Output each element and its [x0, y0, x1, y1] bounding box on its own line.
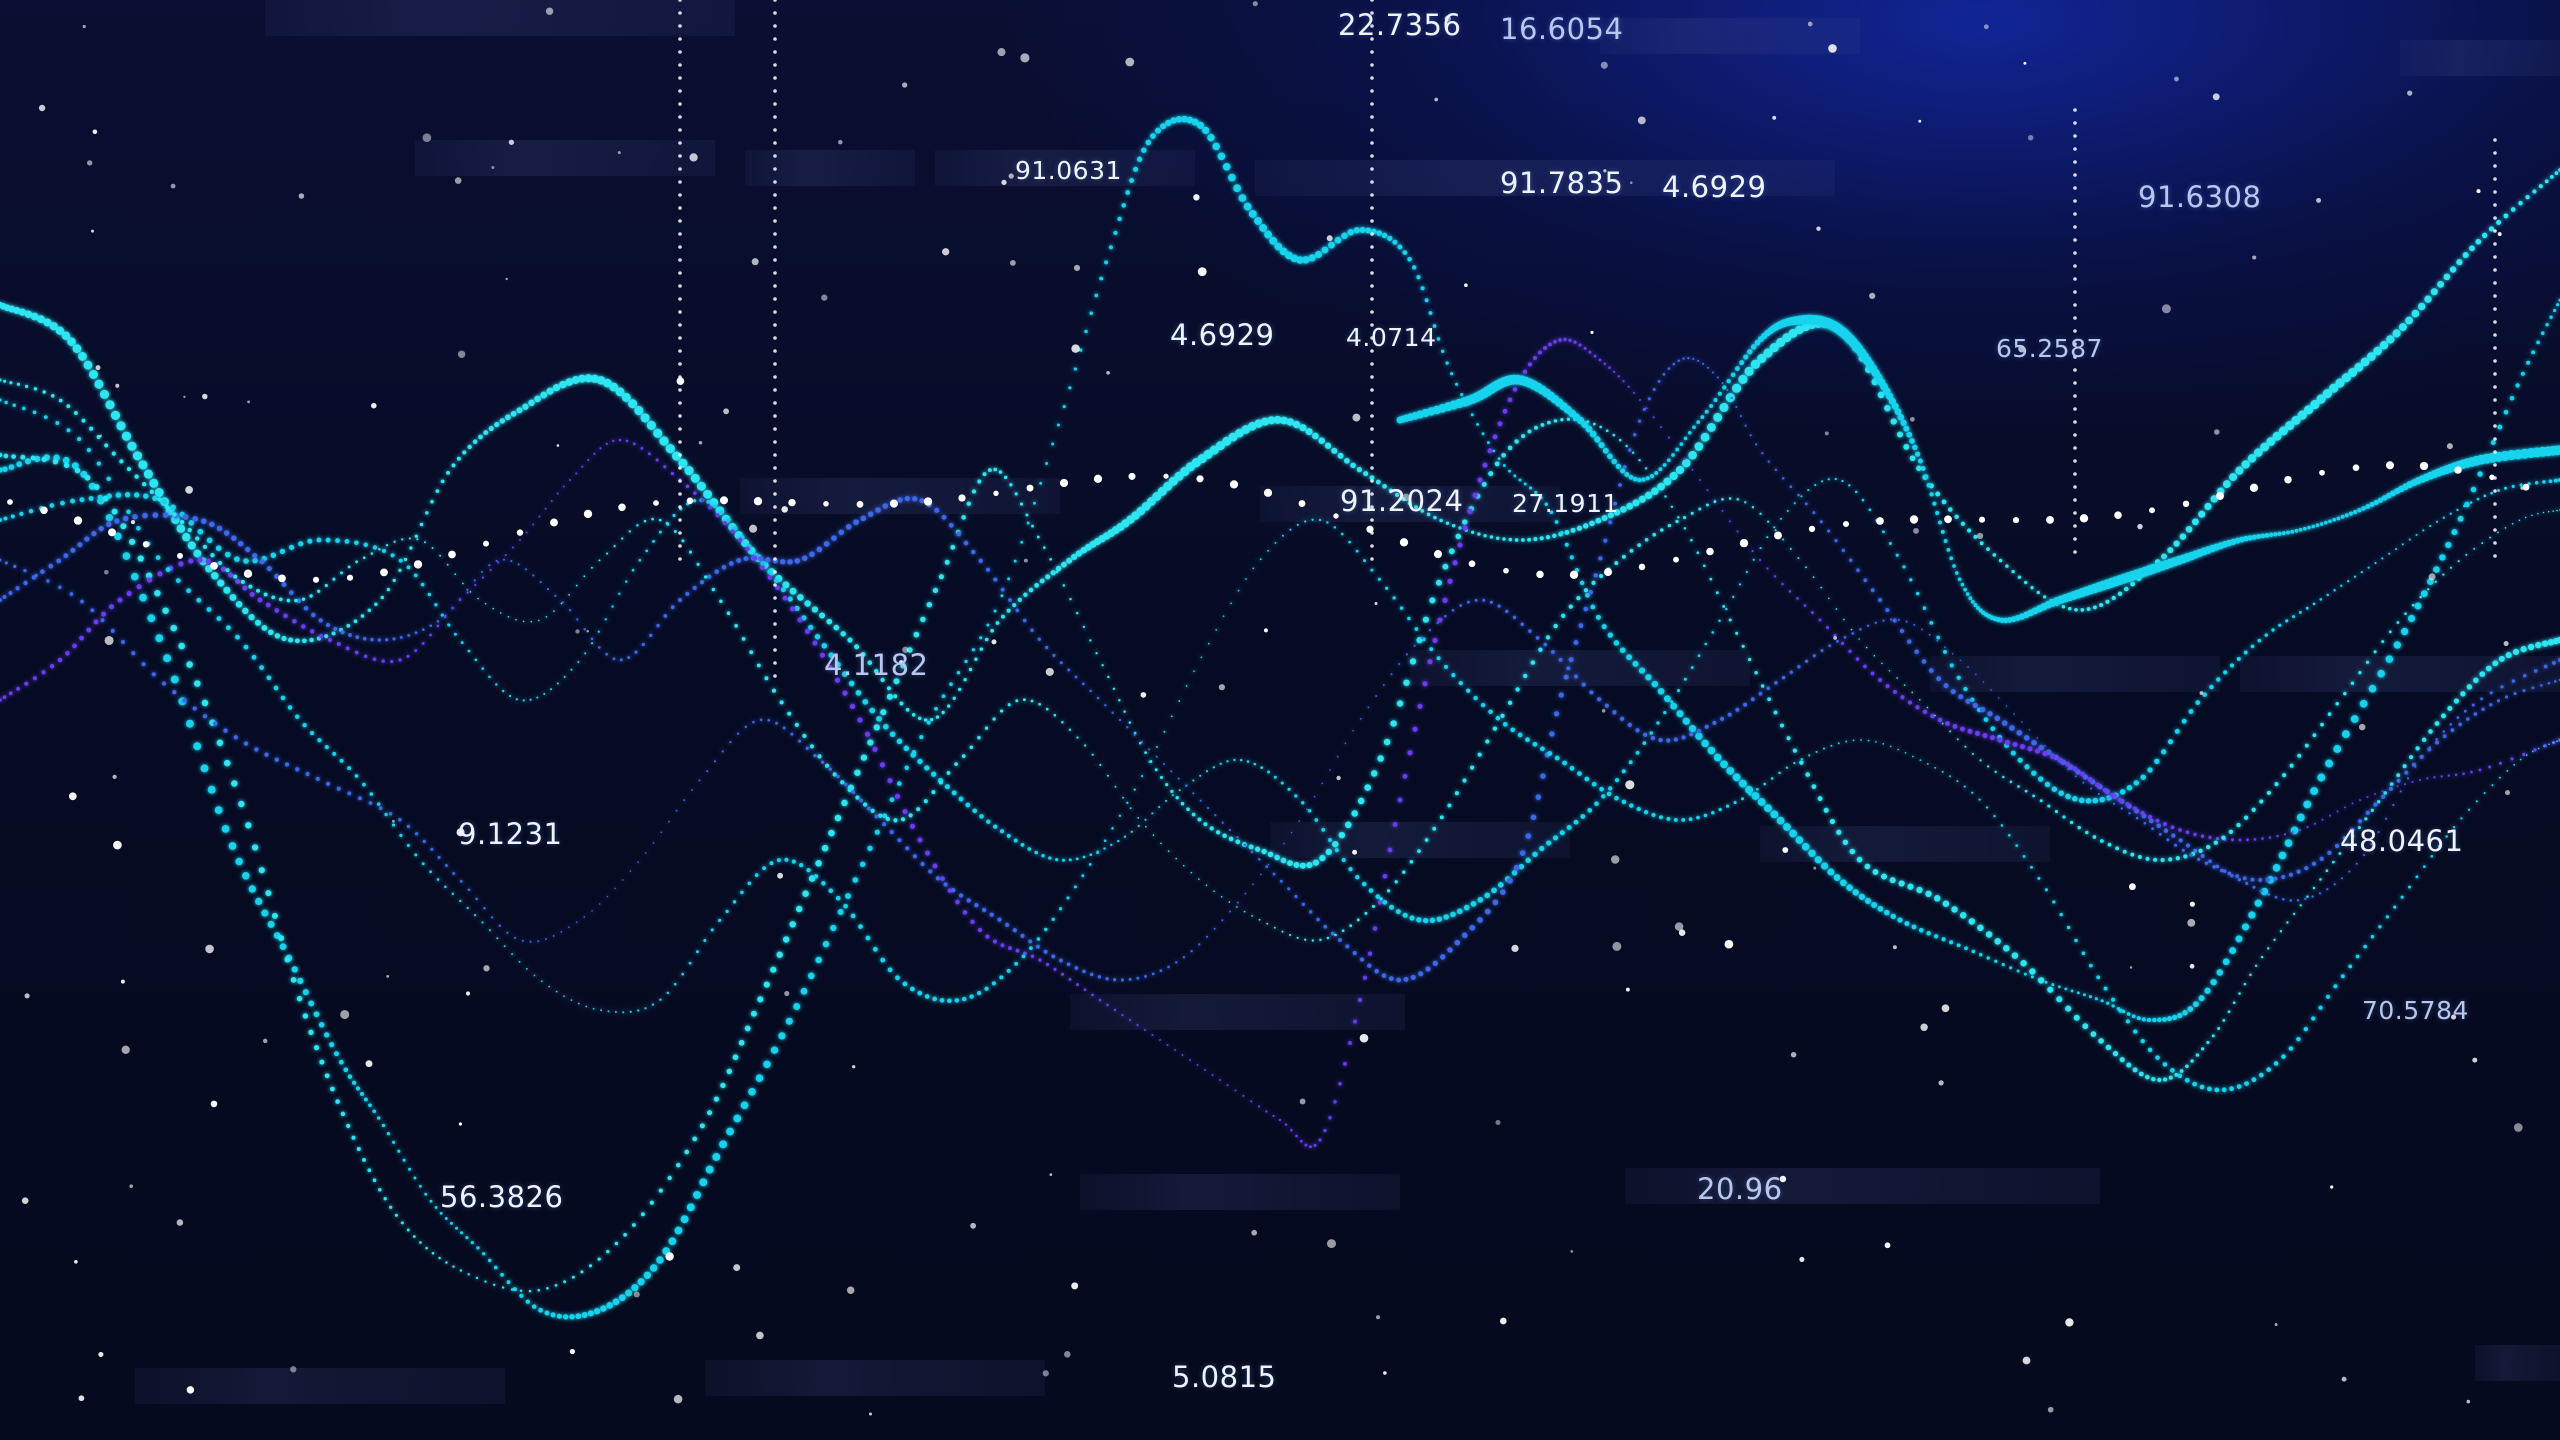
number-label: 4.6929 — [1662, 170, 1767, 204]
dotted-wave-line — [0, 417, 2560, 1293]
translucent-plate — [2475, 1345, 2560, 1381]
number-label: 4.0714 — [1346, 323, 1437, 352]
dotted-wave-line — [0, 398, 2560, 1093]
number-label: 56.3826 — [440, 1180, 564, 1214]
vertical-dotted-guide — [1370, 0, 1374, 561]
translucent-plate — [740, 478, 1060, 514]
dotted-wave-line — [1396, 314, 2560, 624]
white-dotted-row — [7, 461, 2530, 583]
translucent-plate — [1255, 160, 1835, 196]
translucent-plate — [1625, 1168, 2100, 1204]
number-label: 65.2587 — [1996, 334, 2103, 363]
dotted-wave-line — [0, 115, 2560, 1320]
number-label: 70.5784 — [2362, 996, 2469, 1025]
vertical-dotted-guide — [2073, 108, 2077, 554]
number-label: 27.1911 — [1512, 489, 1619, 518]
translucent-plate — [265, 0, 735, 36]
dotted-wave-line — [0, 558, 2560, 982]
number-label: 91.7835 — [1500, 166, 1624, 200]
dotted-wave-line — [0, 337, 2560, 1149]
dotted-wave-line — [0, 378, 2560, 942]
translucent-plate — [1080, 1174, 1400, 1210]
number-label: 48.0461 — [2340, 824, 2464, 858]
translucent-plate — [1760, 826, 2050, 862]
number-label: 91.0631 — [1015, 156, 1122, 185]
vertical-dotted-guide — [678, 0, 682, 561]
number-label: 16.6054 — [1500, 12, 1624, 46]
number-label: 22.7356 — [1338, 8, 1462, 42]
dotted-wave-line — [0, 168, 2560, 722]
number-label: 4.1182 — [824, 648, 929, 682]
translucent-plate — [1930, 656, 2220, 692]
number-label: 9.1231 — [458, 817, 563, 851]
sparkle-particles — [21, 1, 2524, 1416]
number-label: 4.6929 — [1170, 318, 1275, 352]
translucent-plate — [415, 140, 715, 176]
number-label: 20.96 — [1697, 1172, 1783, 1206]
translucent-plate — [705, 1360, 1045, 1396]
number-label: 91.6308 — [2138, 180, 2262, 214]
translucent-plate — [935, 150, 1195, 186]
translucent-plate — [1070, 994, 1405, 1030]
translucent-plate — [2400, 40, 2560, 76]
translucent-plate — [1600, 18, 1860, 54]
number-label: 91.2024 — [1340, 484, 1464, 518]
number-label: 5.0815 — [1172, 1360, 1277, 1394]
translucent-plate — [2240, 656, 2560, 692]
translucent-plate — [135, 1368, 505, 1404]
vertical-dotted-guide — [773, 0, 777, 678]
